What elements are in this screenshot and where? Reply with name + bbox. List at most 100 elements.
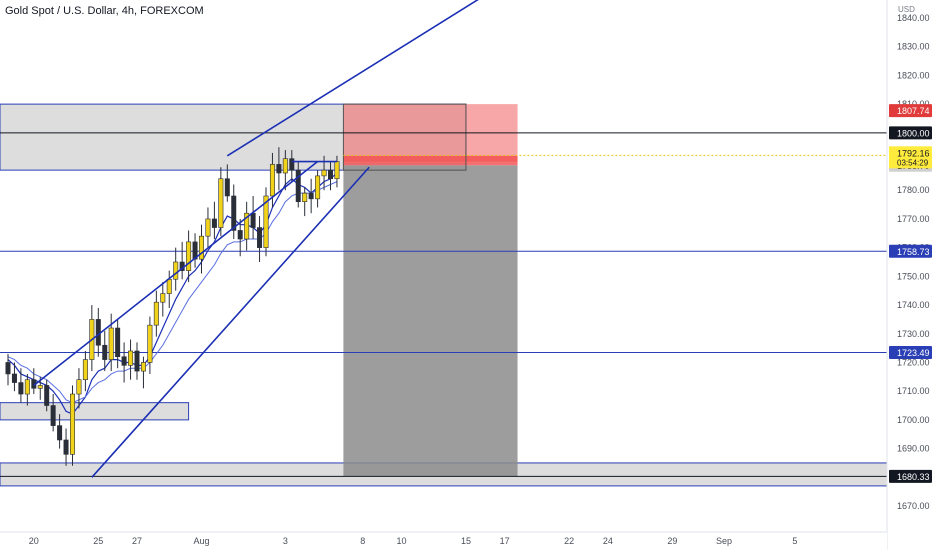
- candle-body: [57, 425, 63, 441]
- zone-target-4: [343, 165, 518, 477]
- moving-average-0: [7, 172, 338, 415]
- candle-body: [289, 158, 295, 171]
- candle: [315, 170, 321, 208]
- candle-body: [205, 218, 211, 237]
- x-tick-label: 25: [93, 536, 103, 546]
- candle: [57, 414, 63, 449]
- candle-body: [224, 178, 230, 197]
- candle: [192, 233, 198, 268]
- candle-body: [63, 439, 69, 455]
- candle-body: [334, 161, 340, 180]
- price-label: 1758.73: [897, 247, 930, 257]
- last-price-label-bg: [889, 146, 932, 169]
- candle-body: [70, 393, 76, 455]
- y-tick-label: 1840.00: [897, 13, 930, 23]
- candle: [269, 152, 275, 208]
- candle: [11, 362, 17, 392]
- y-tick-label: 1830.00: [897, 42, 930, 52]
- price-label-red-bg: [889, 104, 932, 118]
- candle-body: [218, 178, 224, 228]
- channel-trendline-1: [91, 166, 370, 478]
- candle: [5, 353, 11, 386]
- last-price-label: 1792.16: [897, 148, 930, 158]
- y-tick-label: 1770.00: [897, 214, 930, 224]
- candle-body: [211, 218, 217, 228]
- candle: [108, 313, 114, 372]
- candle-body: [11, 373, 17, 383]
- candle: [44, 379, 50, 412]
- candle-body: [140, 362, 146, 372]
- price-label: 1723.49: [897, 348, 930, 358]
- x-tick-label: 20: [29, 536, 39, 546]
- candle: [295, 161, 301, 208]
- candle-body: [44, 385, 50, 406]
- candle: [237, 218, 243, 257]
- candle-body: [257, 227, 263, 248]
- x-tick-label: 3: [283, 536, 288, 546]
- candle-body: [308, 192, 314, 200]
- candle-body: [115, 327, 121, 358]
- candle: [263, 187, 269, 257]
- candle: [102, 330, 108, 372]
- candle: [153, 290, 159, 337]
- x-tick-label: 8: [360, 536, 365, 546]
- channel-trendline-0: [33, 160, 319, 387]
- price-label: 1800.00: [897, 128, 930, 138]
- candle-body: [237, 230, 243, 240]
- y-tick-label: 1750.00: [897, 271, 930, 281]
- candle-body: [269, 164, 275, 197]
- y-tick-label: 1720.00: [897, 357, 930, 367]
- candle-body: [166, 278, 172, 294]
- candle: [231, 184, 237, 240]
- price-label-bg: [889, 469, 932, 483]
- candle-body: [24, 379, 30, 395]
- y-tick-label: 1700.00: [897, 415, 930, 425]
- candle: [134, 342, 140, 380]
- candle-body: [186, 241, 192, 271]
- time-axis: [0, 532, 887, 550]
- chart-title: Gold Spot / U.S. Dollar, 4h, FOREXCOM: [5, 5, 204, 17]
- candle: [121, 342, 127, 383]
- zone-gray-1: [0, 402, 190, 421]
- candle: [218, 167, 224, 237]
- price-label-bg: [889, 345, 932, 359]
- candle-body: [37, 385, 43, 389]
- y-tick-label: 1820.00: [897, 70, 930, 80]
- price-label-red: 1807.74: [897, 106, 930, 116]
- candle-body: [108, 327, 114, 360]
- y-tick-label: 1780.00: [897, 185, 930, 195]
- candle: [24, 373, 30, 406]
- candle: [173, 247, 179, 291]
- candle-body: [250, 212, 256, 228]
- x-tick-label: 17: [500, 536, 510, 546]
- x-tick-label: Aug: [193, 536, 209, 546]
- x-tick-label: 15: [461, 536, 471, 546]
- candle: [211, 201, 217, 240]
- candle: [250, 195, 256, 240]
- candle-body: [263, 195, 269, 248]
- y-tick-label: 1730.00: [897, 329, 930, 339]
- candle-body: [5, 362, 11, 375]
- candle-body: [327, 169, 333, 180]
- candle: [199, 224, 205, 274]
- y-tick-label: 1690.00: [897, 444, 930, 454]
- candle-body: [295, 169, 301, 203]
- candle-body: [102, 344, 108, 360]
- currency-label: USD: [898, 5, 915, 14]
- x-tick-label: 22: [564, 536, 574, 546]
- x-tick-label: 10: [396, 536, 406, 546]
- candle-body: [321, 169, 327, 177]
- candle-body: [134, 350, 140, 372]
- candle-body: [315, 175, 321, 200]
- candle: [147, 316, 153, 374]
- candle: [115, 319, 121, 369]
- candle-body: [173, 261, 179, 280]
- zone-stop-entry-strip: [343, 155, 518, 166]
- candle-body: [82, 359, 88, 380]
- candle-body: [244, 212, 250, 240]
- x-tick-label: 5: [792, 536, 797, 546]
- candle: [289, 150, 295, 182]
- candle-body: [231, 195, 237, 231]
- candle-body: [128, 350, 134, 366]
